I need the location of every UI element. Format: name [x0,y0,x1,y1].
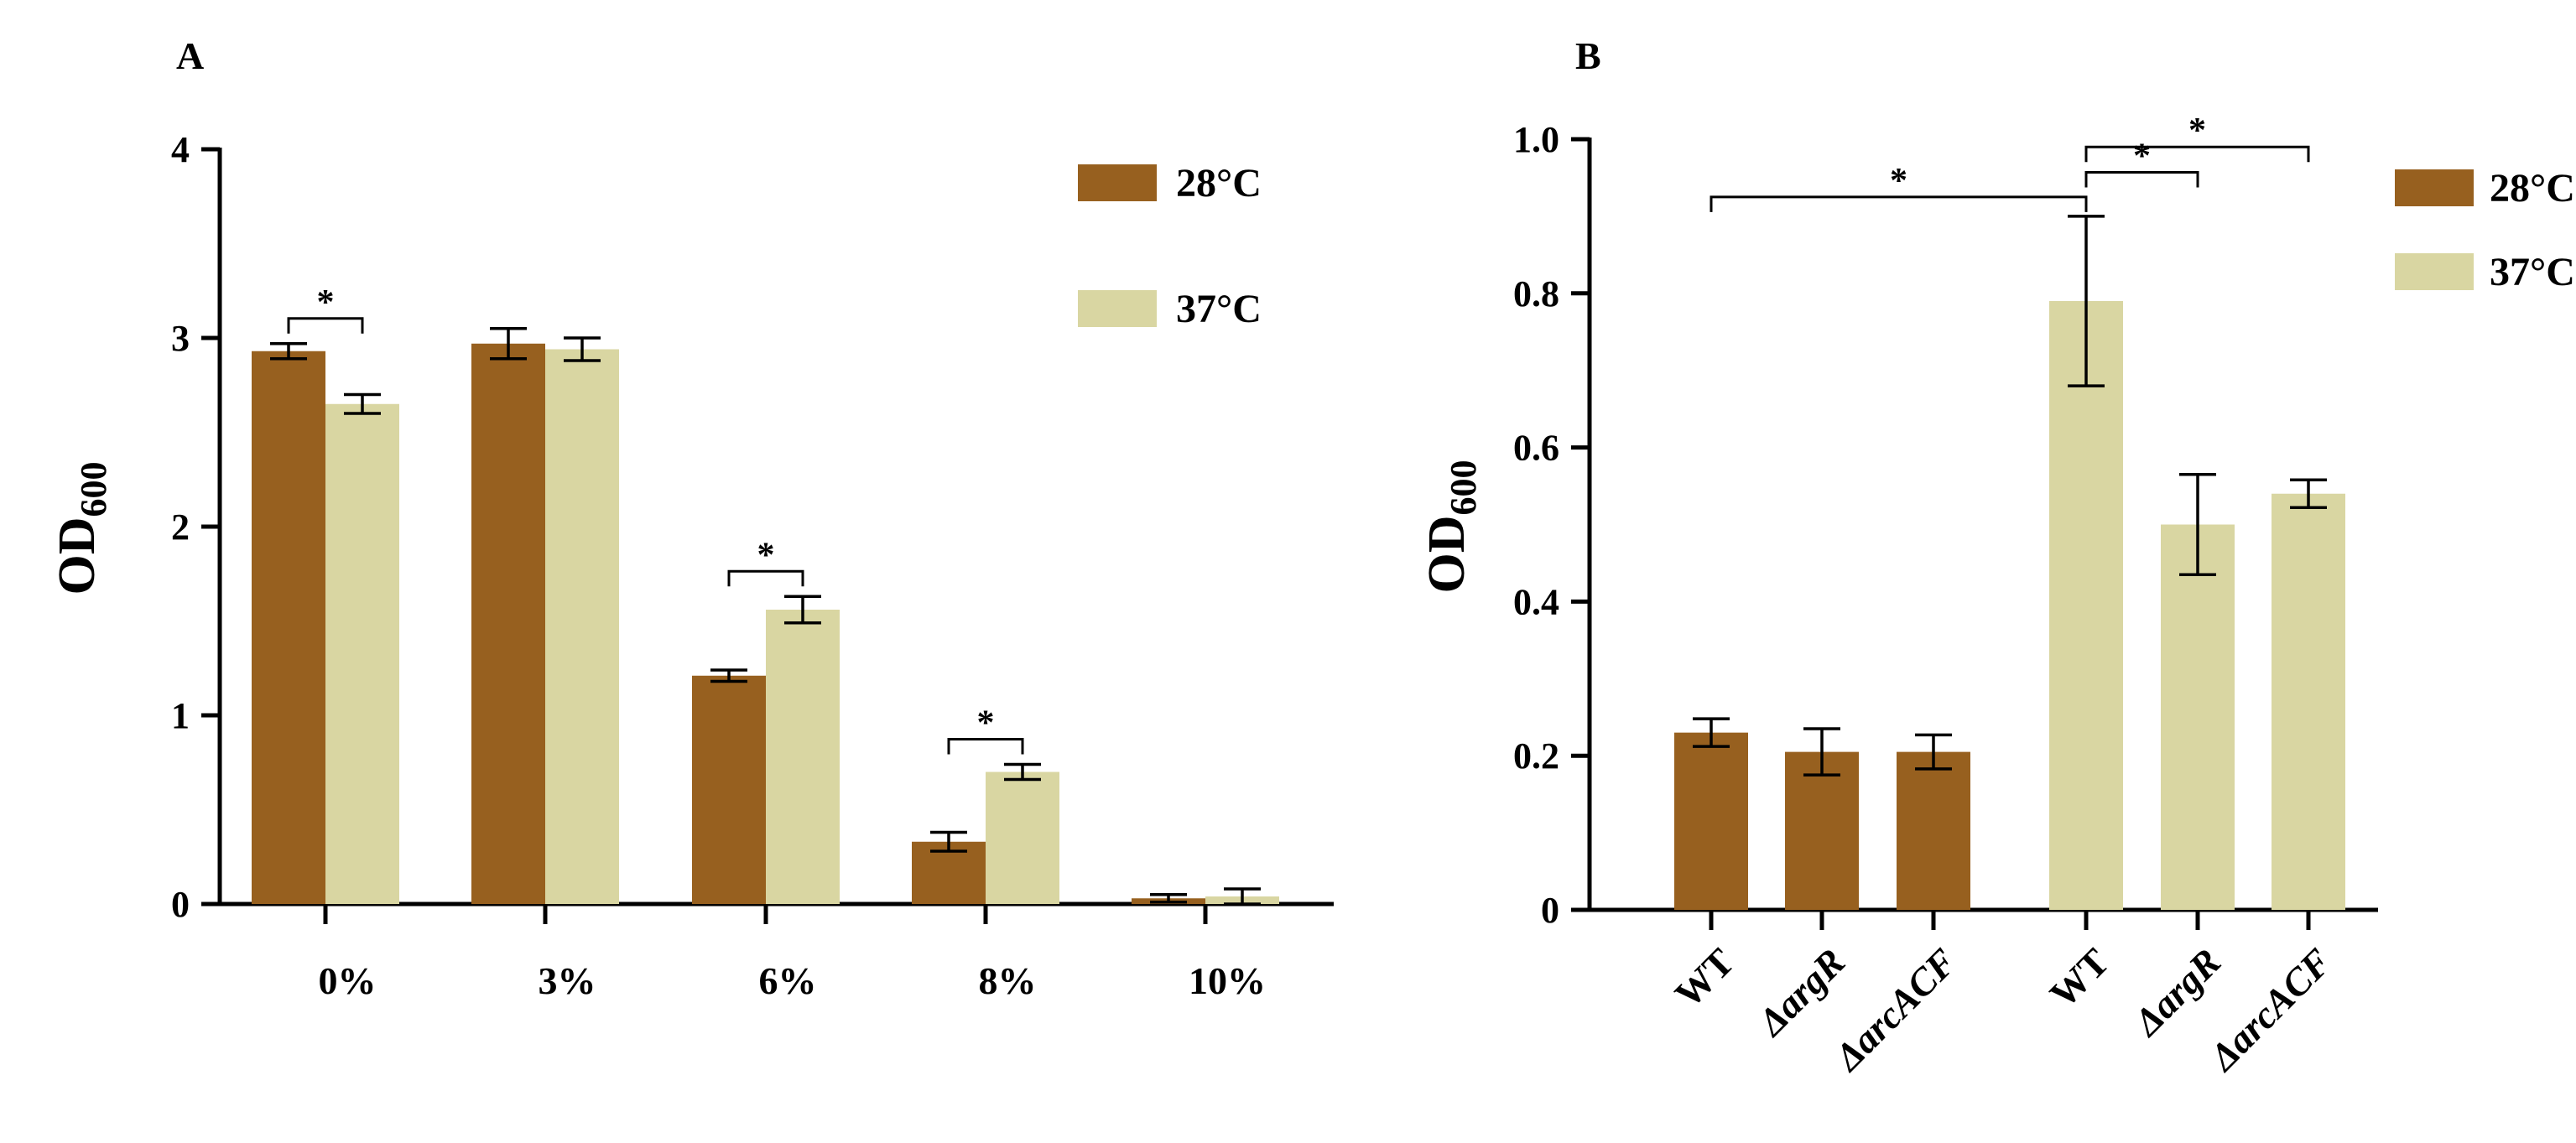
panel-a-significance-star: * [977,704,995,743]
panel-a-legend-swatch [1078,290,1157,327]
panel-b-legend-label: 37°C [2490,250,2575,294]
panel-b-y-axis-title: OD600 [1418,460,1484,594]
panel-b-x-tick-label-name: arcACF [2219,940,2340,1062]
panel-a-bar [766,610,840,904]
panel-b-x-tick-label: ΔarcACF [1825,940,1965,1079]
panel-b-y-tick-label: 0.2 [1513,735,1559,777]
panel-b-label: B [1575,34,1601,77]
panel-a-y-tick-label: 2 [171,507,190,548]
panel-a-y-tick-label: 4 [171,129,190,170]
panel-b-significance-star: * [2188,112,2206,150]
panel-a-y-tick-label: 1 [171,695,190,736]
panel-b-y-tick-label: 1.0 [1513,119,1559,160]
panel-a-x-tick-label: 3% [539,959,596,1002]
panel-b-bar [1897,751,1970,910]
panel-a-significance-star: * [317,283,335,322]
panel-a-y-tick-label: 3 [171,318,190,359]
panel-b-y-tick-label: 0.8 [1513,273,1559,314]
panel-b-x-tick-label: ΔargR [2124,940,2229,1045]
panel-b-bar [2272,493,2345,910]
panel-b-significance-star: * [2133,138,2151,176]
panel-b-x-tick-label: WT [2042,940,2117,1016]
panel-a-x-tick-label: 0% [319,959,377,1002]
panel-b-y-tick-label: 0.6 [1513,428,1559,469]
panel-b-y-axis-title-subscript: 600 [1443,460,1484,516]
panel-a-significance-bracket [287,317,364,334]
panel-a-label: A [176,34,204,77]
panel-b-legend-swatch [2395,253,2474,290]
panel-b-x-tick-label-name: arcACF [1844,940,1965,1062]
panel-a-significance-bracket [727,569,804,587]
panel-a-x-tick-label: 10% [1189,959,1266,1002]
panel-a-bar [252,351,325,904]
panel-b-x-tick-label: WT [1667,940,1742,1016]
panel-a-y-axis-title-subscript: 600 [73,462,114,517]
panel-b-legend-label: 28°C [2490,166,2575,210]
panel-a-bar [545,349,619,904]
panel-b-legend-swatch [2395,169,2474,206]
panel-b-bar [1674,732,1748,910]
panel-a-y-axis-title-main: OD [49,517,106,595]
panel-b-significance-star: * [1890,162,1907,200]
panel-a-bar [325,403,399,904]
panel-b-y-axis-title-main: OD [1418,516,1475,594]
panel-b-bar [2049,300,2123,910]
panel-a-legend-label: 28°C [1176,161,1262,205]
panel-b-y-tick-label: 0.4 [1513,581,1559,622]
panel-a-x-tick-label: 6% [759,959,817,1002]
panel-a-bar [471,343,545,904]
panel-b-x-tick-label: ΔarcACF [2200,940,2339,1079]
panel-a-bar [692,675,766,904]
panel-a-legend-swatch [1078,164,1157,201]
panel-a-bar [986,772,1059,904]
panel-b-significance-bracket [2084,145,2310,163]
panel-b-significance-bracket [1710,195,2088,212]
panel-b-significance-bracket [2084,171,2199,188]
panel-a-y-tick-label: 0 [171,884,190,925]
panel-a-significance-bracket [947,738,1024,755]
panel-b-x-tick-label: ΔargR [1748,940,1853,1045]
panel-b-y-tick-label: 0 [1541,890,1559,931]
panel-b-bar [2161,524,2235,910]
panel-a-chart: A OD600 0 1 2 3 4 0% 3% 6% 8% 10% * * * 28°C 37°C [49,34,1334,1002]
panel-a-x-tick-label: 8% [979,959,1037,1002]
panel-b-bar [1785,751,1859,910]
panel-a-legend-label: 37°C [1176,287,1262,331]
panel-a-significance-star: * [757,536,775,574]
panel-a-y-axis-title: OD600 [49,462,114,595]
